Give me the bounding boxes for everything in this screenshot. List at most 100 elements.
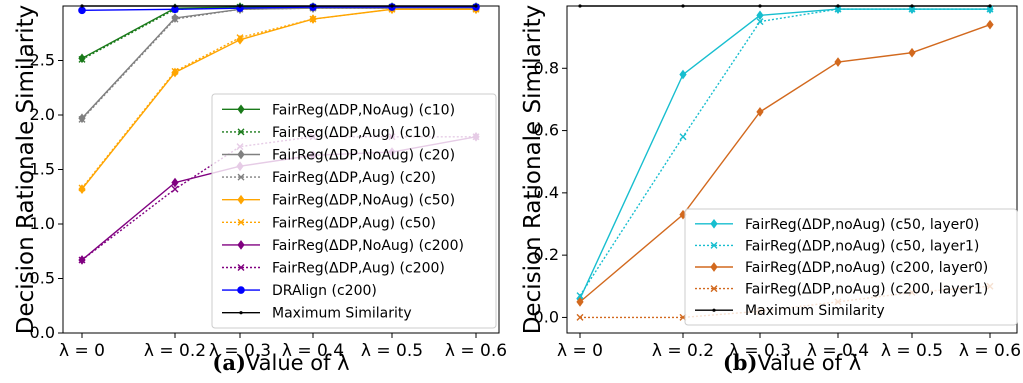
legend-marker-2	[237, 149, 245, 160]
series-7-point	[171, 185, 179, 193]
legend-entry-label: Maximum Similarity	[745, 303, 885, 319]
legend-entry-label: DRAlign (c200)	[272, 283, 377, 299]
legend-entry-label: FairReg(ΔDP,noAug) (c50, layer0)	[745, 217, 979, 233]
series-line-2	[579, 24, 991, 303]
legend-marker-0	[710, 218, 718, 229]
series-9-point	[173, 4, 177, 8]
y-tick-label: 0.0	[534, 307, 559, 326]
legend-entry-label: FairReg(ΔDP,noAug) (c200, layer0)	[745, 260, 988, 276]
series-line-3	[81, 7, 476, 120]
series-line-3	[580, 285, 991, 319]
series-line-4	[81, 8, 476, 190]
legend-marker-7	[237, 264, 245, 271]
series-6-point	[171, 177, 179, 188]
legend-entry-label: FairReg(ΔDP,Aug) (c50)	[272, 215, 436, 231]
series-2-point	[756, 107, 764, 117]
series-1-point	[834, 5, 842, 13]
x-axis-title: (a)Value of λ	[212, 350, 349, 375]
series-3-point	[576, 313, 584, 321]
series-2-point	[908, 47, 916, 58]
panel-label: (b)	[723, 350, 758, 375]
x-tick-label: λ = 0.6	[959, 341, 1021, 361]
series-2-point	[834, 57, 842, 67]
series-3-point	[78, 115, 86, 123]
series-4-point	[910, 4, 914, 8]
legend-marker-0	[237, 104, 245, 115]
legend-entry-label: FairReg(ΔDP,NoAug) (c10)	[272, 102, 455, 118]
legend-box	[211, 93, 497, 329]
panel-b-chart: 0.0 0.2 0.4 0.6 0.8 λ = 0 λ = 0.2 λ = 0.3 λ = 0.…	[520, 4, 1021, 375]
series-5-point	[171, 67, 179, 75]
legend-entry-label: FairReg(ΔDP,NoAug) (c20)	[272, 148, 455, 164]
series-1-point	[78, 55, 86, 63]
y-tick-label: 1.0	[30, 214, 55, 233]
series-1-point	[908, 5, 916, 13]
legend-marker-2	[710, 262, 718, 272]
x-tick-label: λ = 0	[59, 341, 105, 361]
series-4-point	[758, 4, 762, 8]
series-8-point	[78, 6, 86, 15]
y-axis-label: Decision Rationale Similarity	[520, 5, 546, 335]
y-tick-label: 0.5	[30, 269, 55, 288]
legend-entry-label: FairReg(ΔDP,Aug) (c20)	[272, 170, 436, 186]
y-tick-label: 0.4	[534, 183, 559, 202]
series-9-point	[238, 4, 242, 8]
x-tick-label: λ = 0.4	[282, 341, 344, 361]
x-tick-label: λ = 0.3	[209, 341, 271, 361]
series-4-point	[578, 4, 582, 8]
series-0-point	[756, 10, 764, 21]
legend-marker-5	[237, 218, 245, 226]
legend-marker-8	[237, 286, 245, 294]
y-tick-label: 2.5	[30, 51, 55, 70]
legend-entry-label: FairReg(ΔDP,noAug) (c200, layer1)	[745, 282, 988, 298]
y-tick-label: 2.0	[30, 105, 55, 124]
series-5-point	[309, 15, 317, 23]
panel-label: (a)	[212, 350, 245, 375]
series-1-point	[986, 5, 994, 13]
legend-marker-4	[237, 194, 245, 205]
series-4-point	[836, 4, 840, 8]
series-3-point	[171, 15, 179, 23]
series-2-point	[986, 19, 994, 30]
x-tick-label: λ = 0.3	[729, 341, 791, 361]
legend-marker-4	[712, 308, 716, 312]
series-5-point	[236, 34, 244, 42]
series-9-point	[80, 4, 84, 8]
series-5-point	[78, 184, 86, 192]
y-tick-label: 0.8	[534, 58, 559, 77]
series-line-1	[81, 6, 476, 61]
x-tick-label: λ = 0.2	[144, 341, 206, 361]
x-tick-label: λ = 0.6	[445, 341, 507, 361]
series-line-8	[81, 6, 476, 12]
legend-entry-label: FairReg(ΔDP,Aug) (c200)	[272, 261, 445, 277]
x-axis-title: (b)Value of λ	[723, 350, 861, 375]
legend-marker-1	[237, 128, 245, 136]
legend-box	[684, 208, 1018, 326]
x-tick-label: λ = 0.4	[807, 341, 869, 361]
series-line-0	[81, 6, 476, 59]
y-axis-label: Decision Rationale Similarity	[13, 5, 39, 335]
legend-entry-label: FairReg(ΔDP,NoAug) (c50)	[272, 193, 455, 209]
series-2-point	[576, 297, 584, 307]
series-line-1	[579, 8, 990, 297]
series-9-point	[311, 4, 315, 8]
x-tick-label: λ = 0.5	[361, 341, 423, 361]
y-tick-label: 0.0	[30, 323, 55, 342]
legend-marker-3	[237, 173, 245, 181]
y-tick-label: 0.6	[534, 121, 559, 140]
x-axis-label: Value of λ	[246, 351, 350, 375]
series-4-point	[988, 4, 992, 8]
legend-entry-label: Maximum Similarity	[272, 306, 412, 322]
panel-a-chart: 0.0 0.5 1.0 1.5 2.0 2.5 λ = 0 λ = 0.2 λ = 0.3 λ =…	[13, 2, 507, 375]
series-4-point	[681, 4, 685, 8]
series-9-point	[474, 4, 478, 8]
x-tick-label: λ = 0	[557, 341, 603, 361]
series-7-point	[78, 256, 86, 264]
series-line-5	[81, 8, 476, 189]
series-1-point	[756, 18, 764, 26]
legend-marker-9	[239, 311, 243, 315]
legend-entry-label: FairReg(ΔDP,noAug) (c50, layer1)	[745, 238, 979, 254]
x-tick-label: λ = 0.5	[881, 341, 943, 361]
series-0-point	[679, 69, 687, 80]
